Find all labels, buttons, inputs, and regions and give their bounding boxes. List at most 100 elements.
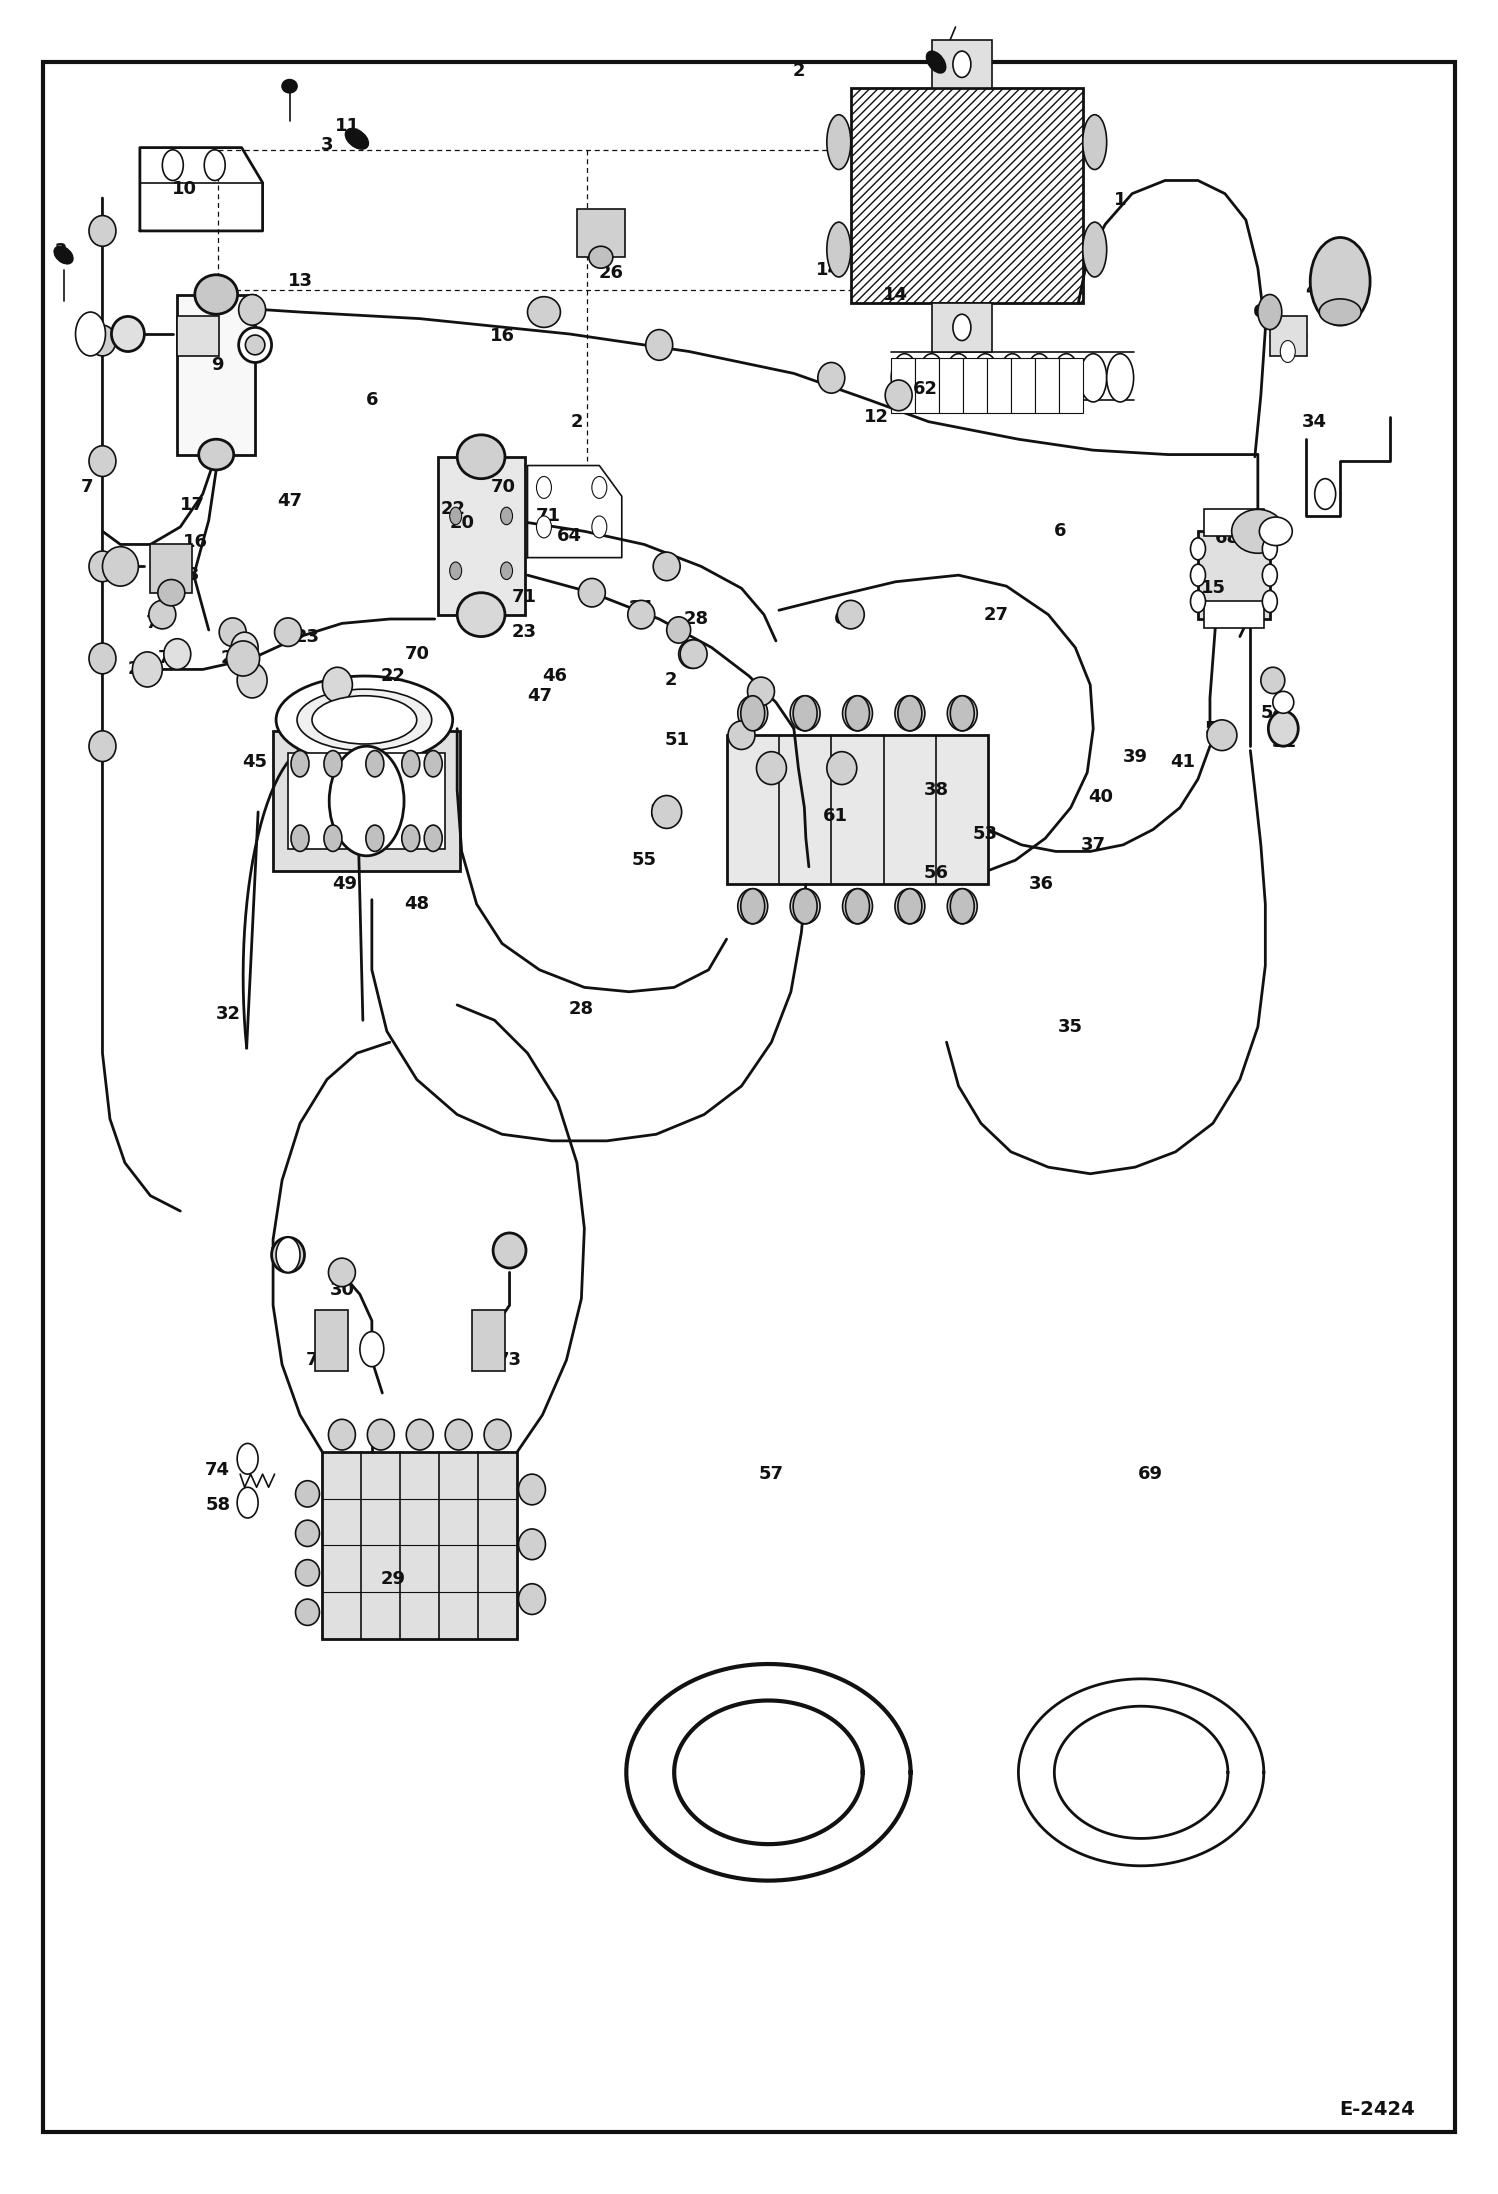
Text: 31: 31 — [1272, 733, 1297, 750]
Text: 14: 14 — [816, 261, 840, 279]
Ellipse shape — [578, 579, 605, 608]
Ellipse shape — [653, 553, 680, 581]
Circle shape — [330, 746, 404, 856]
Circle shape — [845, 695, 869, 731]
Text: 58: 58 — [205, 1496, 231, 1514]
Circle shape — [500, 562, 512, 579]
Text: 37: 37 — [1080, 836, 1106, 853]
Ellipse shape — [945, 353, 972, 402]
Circle shape — [536, 516, 551, 538]
Text: 52: 52 — [831, 759, 855, 777]
Text: 68: 68 — [1215, 529, 1240, 546]
Text: 47: 47 — [277, 491, 303, 509]
Ellipse shape — [518, 1584, 545, 1615]
Ellipse shape — [88, 215, 115, 246]
Text: 26: 26 — [599, 263, 623, 281]
Text: 50: 50 — [340, 731, 366, 748]
Circle shape — [792, 695, 816, 731]
Text: 3: 3 — [321, 136, 333, 154]
Ellipse shape — [322, 667, 352, 702]
Ellipse shape — [328, 1420, 355, 1450]
Ellipse shape — [999, 353, 1026, 402]
Text: 67: 67 — [1252, 303, 1278, 320]
Ellipse shape — [312, 695, 416, 744]
Text: 2: 2 — [54, 241, 67, 259]
Ellipse shape — [367, 1420, 394, 1450]
Circle shape — [424, 825, 442, 851]
Circle shape — [792, 889, 816, 924]
Circle shape — [1263, 590, 1278, 612]
Ellipse shape — [1083, 114, 1107, 169]
Ellipse shape — [226, 641, 259, 676]
Ellipse shape — [827, 222, 851, 276]
Text: 22: 22 — [380, 667, 406, 685]
Circle shape — [536, 476, 551, 498]
Circle shape — [592, 476, 607, 498]
Text: 13: 13 — [288, 272, 313, 290]
Bar — [177, 316, 219, 355]
Ellipse shape — [947, 889, 977, 924]
Ellipse shape — [295, 1520, 319, 1547]
Text: 15: 15 — [1200, 579, 1225, 597]
Text: 47: 47 — [527, 687, 551, 704]
Text: 71: 71 — [157, 649, 183, 667]
Text: 28: 28 — [569, 1000, 593, 1018]
Text: 38: 38 — [923, 781, 948, 799]
Ellipse shape — [728, 722, 755, 750]
Text: 30: 30 — [330, 1281, 355, 1299]
Text: 48: 48 — [404, 895, 430, 913]
Ellipse shape — [1261, 667, 1285, 693]
Ellipse shape — [527, 296, 560, 327]
Text: 73: 73 — [306, 1352, 331, 1369]
Ellipse shape — [646, 329, 673, 360]
Ellipse shape — [274, 619, 301, 647]
Circle shape — [953, 314, 971, 340]
Ellipse shape — [1231, 509, 1284, 553]
Ellipse shape — [947, 695, 977, 731]
Ellipse shape — [739, 889, 767, 924]
Text: 51: 51 — [665, 731, 689, 748]
Ellipse shape — [842, 695, 872, 731]
Bar — [577, 208, 625, 257]
Ellipse shape — [827, 114, 851, 169]
Ellipse shape — [231, 632, 258, 663]
Text: 32: 32 — [216, 1005, 241, 1022]
Text: 62: 62 — [914, 380, 938, 397]
Text: 70: 70 — [145, 614, 171, 632]
Ellipse shape — [927, 50, 945, 72]
Bar — [915, 358, 939, 412]
Bar — [939, 358, 963, 412]
Text: 52: 52 — [759, 759, 783, 777]
Ellipse shape — [276, 676, 452, 764]
Ellipse shape — [199, 439, 234, 470]
Ellipse shape — [111, 316, 144, 351]
Ellipse shape — [88, 551, 115, 581]
Circle shape — [424, 750, 442, 777]
Text: 71: 71 — [536, 507, 560, 524]
Text: 20: 20 — [449, 513, 475, 531]
Circle shape — [1281, 340, 1296, 362]
Text: 45: 45 — [243, 753, 268, 770]
Text: 44: 44 — [325, 671, 351, 689]
Text: 41: 41 — [1170, 753, 1195, 770]
Text: 66: 66 — [1275, 331, 1300, 349]
Ellipse shape — [894, 889, 924, 924]
Text: 70: 70 — [404, 645, 430, 663]
Ellipse shape — [667, 617, 691, 643]
Text: 72: 72 — [494, 1246, 518, 1264]
Ellipse shape — [827, 753, 857, 785]
Circle shape — [449, 507, 461, 524]
Text: 23: 23 — [512, 623, 536, 641]
Ellipse shape — [346, 129, 369, 149]
Text: 34: 34 — [1302, 412, 1327, 430]
Circle shape — [1191, 564, 1206, 586]
Ellipse shape — [328, 1257, 355, 1286]
Ellipse shape — [918, 353, 945, 402]
Text: 22: 22 — [440, 500, 466, 518]
Ellipse shape — [1320, 298, 1362, 325]
Circle shape — [291, 750, 309, 777]
Text: 39: 39 — [1122, 748, 1147, 766]
Ellipse shape — [219, 619, 246, 647]
Ellipse shape — [628, 601, 655, 630]
Ellipse shape — [518, 1529, 545, 1560]
